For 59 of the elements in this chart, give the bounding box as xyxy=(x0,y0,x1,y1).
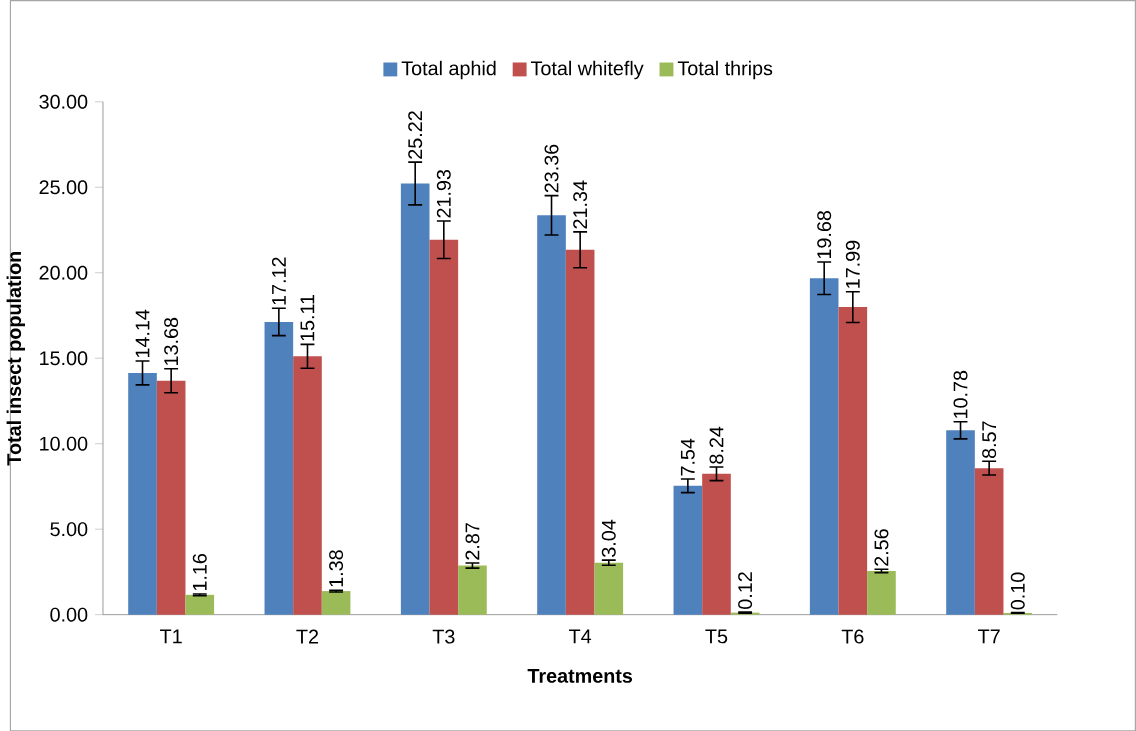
data-label: 15.11 xyxy=(300,294,315,341)
data-label: 21.93 xyxy=(436,169,451,218)
bar xyxy=(458,565,487,615)
y-tick-label: 15.00 xyxy=(40,351,88,366)
bar xyxy=(974,467,1004,615)
data-label: 8.57 xyxy=(982,421,997,458)
x-tick-label: T5 xyxy=(705,629,728,644)
data-label: 8.24 xyxy=(709,426,724,464)
bar xyxy=(429,239,459,615)
x-tick-label: T4 xyxy=(569,629,592,644)
bar xyxy=(673,485,703,615)
bar xyxy=(702,473,731,615)
x-tick-label: T1 xyxy=(160,629,182,644)
bar xyxy=(946,430,975,615)
bar xyxy=(293,356,322,615)
data-label: 21.34 xyxy=(573,180,588,229)
bar xyxy=(400,183,430,615)
y-tick-label: 30.00 xyxy=(39,94,88,109)
bar xyxy=(565,249,595,615)
x-tick-label: T6 xyxy=(841,629,864,644)
legend-label: Total thrips xyxy=(677,60,773,80)
data-label: 17.99 xyxy=(845,240,860,288)
bar xyxy=(128,372,157,615)
data-label: 10.78 xyxy=(953,370,968,418)
y-tick-label: 5.00 xyxy=(50,522,88,537)
x-tick-label: T2 xyxy=(296,629,319,644)
data-label: 3.04 xyxy=(601,519,616,557)
data-label: 19.68 xyxy=(817,210,832,258)
bar xyxy=(867,570,896,615)
x-tick-label: T7 xyxy=(978,629,1000,644)
legend-label: Total aphid xyxy=(401,60,496,80)
data-label: 2.87 xyxy=(465,523,480,560)
data-label: 1.16 xyxy=(192,553,207,590)
data-label: 0.12 xyxy=(738,572,753,609)
data-label: 14.14 xyxy=(135,309,150,357)
data-label: 17.12 xyxy=(271,257,286,305)
data-label: 13.68 xyxy=(164,317,179,365)
data-label: 7.54 xyxy=(680,438,695,476)
data-label: 23.36 xyxy=(544,144,559,193)
legend-label: Total whitefly xyxy=(530,60,644,80)
bar xyxy=(809,278,839,615)
bar xyxy=(838,306,868,615)
y-tick-label: 20.00 xyxy=(39,265,88,280)
bar xyxy=(537,215,566,615)
x-tick-label: T3 xyxy=(432,629,455,644)
data-label: 25.22 xyxy=(408,111,423,159)
bar xyxy=(156,380,186,615)
y-tick-label: 10.00 xyxy=(40,436,88,451)
bar xyxy=(321,590,351,615)
y-tick-label: 25.00 xyxy=(39,180,88,195)
data-label: 1.38 xyxy=(329,550,344,587)
bar xyxy=(264,321,294,615)
x-axis-title: Treatments xyxy=(527,668,633,683)
bar xyxy=(594,562,624,615)
data-label: 2.56 xyxy=(874,529,889,566)
y-axis-title: Total insect population xyxy=(6,251,26,466)
data-label: 0.10 xyxy=(1010,572,1025,610)
y-tick-label: 0.00 xyxy=(50,607,88,622)
bar xyxy=(185,594,215,615)
